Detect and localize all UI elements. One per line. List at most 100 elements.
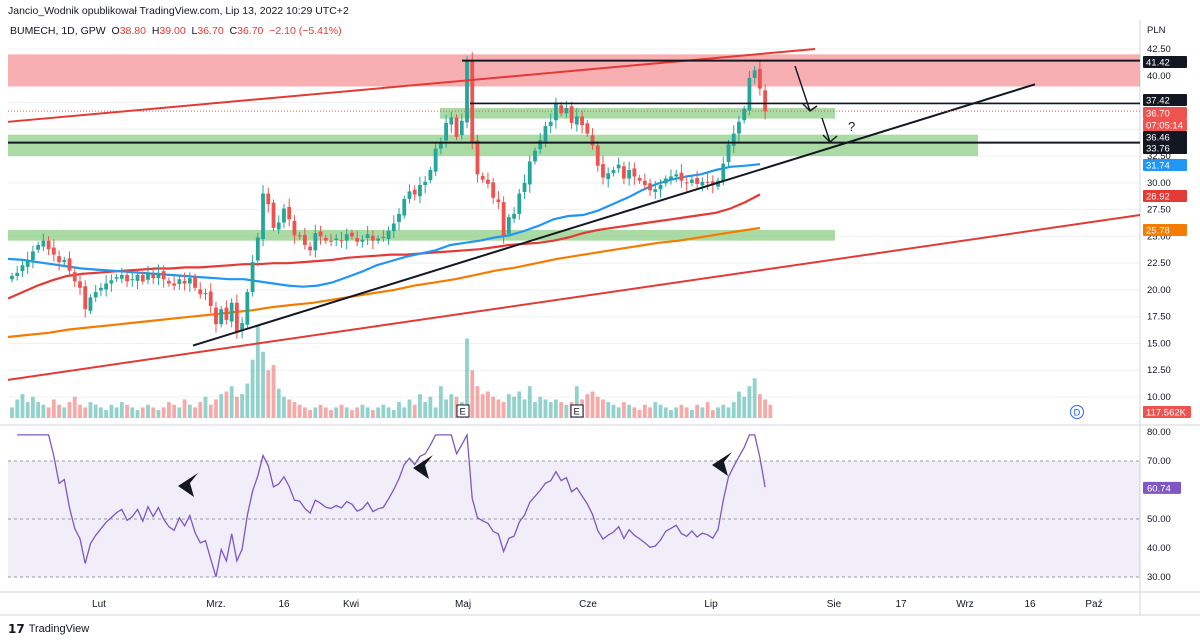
candle — [167, 277, 171, 287]
rsi-tick-label: 40.00 — [1147, 543, 1171, 554]
candle-body — [20, 265, 25, 272]
candle — [177, 274, 182, 290]
volume-bar — [564, 404, 569, 418]
candle-body — [444, 122, 448, 141]
candle — [25, 251, 30, 274]
volume-bar — [731, 402, 736, 418]
rsi-tag-box — [1143, 481, 1181, 494]
candle — [705, 173, 710, 190]
candle — [763, 84, 768, 120]
candle-body — [203, 293, 208, 295]
candle — [156, 264, 161, 286]
trend-drawings: ? E E D — [7, 48, 1141, 419]
candle-body — [585, 123, 590, 134]
candle — [88, 294, 93, 315]
volume-bar — [334, 407, 339, 418]
candle — [653, 180, 658, 200]
volume-tag-label: 117.562K — [1146, 408, 1187, 419]
candle-body — [622, 166, 626, 179]
volume-bar — [203, 396, 208, 418]
price-tag-box — [1143, 190, 1187, 202]
candle — [627, 161, 632, 186]
candle-body — [261, 193, 265, 240]
candle-body — [742, 108, 747, 121]
lower-channel-line — [7, 213, 1141, 381]
price-tag: 36.70 — [1143, 107, 1187, 120]
candle — [595, 140, 600, 172]
volume-bar — [261, 351, 265, 418]
candle-body — [684, 182, 689, 184]
candle — [297, 232, 302, 240]
candle-body — [402, 198, 407, 216]
rsi-tick-label: 50.00 — [1147, 514, 1171, 525]
price-chart[interactable]: ?EED 42.5040.0037.5035.0032.5030.0027.50… — [0, 0, 1200, 620]
rsi-tick-label: 70.00 — [1147, 456, 1171, 467]
candle — [146, 265, 150, 285]
candlesticks — [10, 52, 768, 339]
candle — [313, 224, 318, 258]
close-value: 36.70 — [237, 25, 264, 37]
candle — [501, 196, 506, 244]
candle-body — [752, 70, 757, 78]
candle — [355, 230, 360, 247]
rsi-arrow-annotation — [712, 452, 732, 476]
price-tag-label: 31.74 — [1146, 161, 1170, 172]
candle — [172, 276, 177, 291]
time-tick-label: Maj — [455, 599, 471, 610]
volume-bar — [433, 407, 438, 418]
time-tick-label: 17 — [895, 599, 907, 610]
volume-bar — [229, 386, 234, 418]
candle-body — [533, 150, 537, 162]
forecast-arrow — [821, 117, 831, 143]
candle — [737, 116, 741, 142]
candle — [41, 233, 46, 252]
candle — [391, 215, 396, 239]
candle-body — [757, 68, 762, 89]
candle — [245, 288, 250, 328]
volume-bar — [444, 399, 448, 418]
candle-body — [99, 287, 103, 291]
candle-body — [391, 223, 396, 232]
candle-body — [381, 236, 386, 238]
candle-body — [146, 272, 150, 280]
candle-body — [700, 181, 705, 186]
candle-body — [72, 272, 77, 282]
time-axis[interactable]: Lut Mrz. 16 Kwi Maj Cze Lip Sie 17 Wrz 16 Paź — [92, 599, 1103, 610]
candle — [10, 272, 14, 283]
candle-body — [648, 183, 652, 191]
candle-body — [350, 232, 354, 237]
volume-bar — [62, 407, 67, 418]
price-tag-label: 33.76 — [1146, 144, 1170, 155]
volume-bar — [266, 370, 271, 418]
candle-body — [538, 140, 543, 150]
footer-brand[interactable]: 𝟭𝟳 TradingView — [8, 620, 89, 638]
candle-body — [31, 251, 35, 260]
price-tick-label: 27.50 — [1147, 205, 1171, 216]
volume-bar — [46, 407, 51, 418]
candle — [642, 173, 647, 190]
earnings-marker-label: E — [460, 407, 466, 418]
volume-bar — [219, 394, 224, 418]
candle — [15, 265, 20, 281]
candle — [590, 128, 595, 150]
candle-body — [559, 105, 564, 114]
candle — [20, 260, 25, 277]
volume-bar — [83, 407, 88, 418]
candle — [491, 177, 496, 204]
candle-body — [271, 202, 276, 228]
volume-bar — [313, 407, 318, 418]
candle-body — [423, 181, 428, 185]
candle — [51, 239, 56, 262]
volume-bar — [632, 407, 637, 418]
ma50-line — [7, 163, 761, 288]
candle-body — [297, 235, 302, 237]
rsi-tick-label: 80.00 — [1147, 427, 1171, 438]
volume-bar — [177, 407, 182, 418]
candle-body — [182, 280, 187, 284]
volume-bar — [543, 399, 548, 418]
currency-label: PLN — [1147, 25, 1166, 36]
volume-bar — [622, 402, 626, 418]
candle-body — [276, 222, 281, 230]
candle-body — [554, 103, 558, 121]
volume-bar — [449, 394, 454, 418]
